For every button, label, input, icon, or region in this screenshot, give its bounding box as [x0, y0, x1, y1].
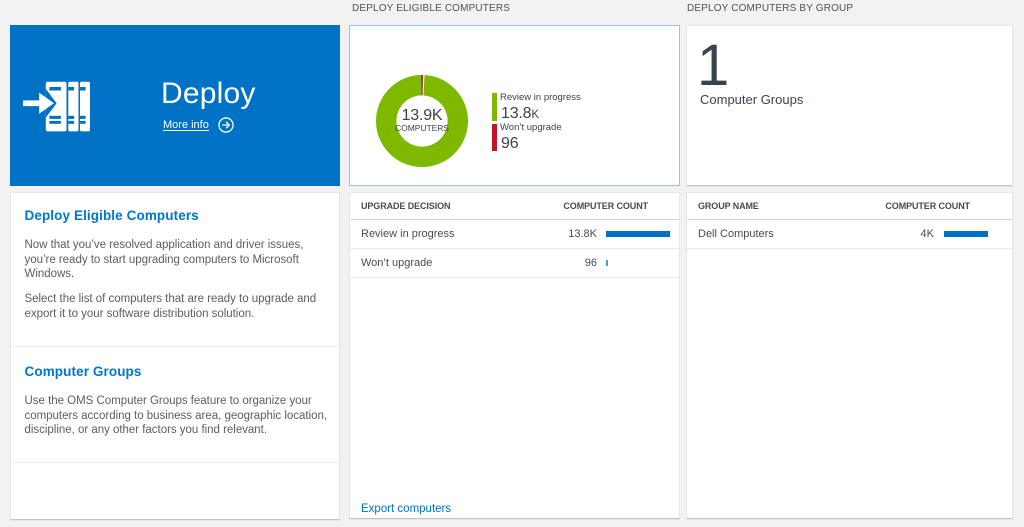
- table-row[interactable]: Review in progress 13.8K: [350, 220, 679, 249]
- table-header-row: UPGRADE DECISION COMPUTER COUNT: [350, 193, 679, 220]
- row-label: Won’t upgrade: [361, 257, 433, 269]
- section-divider: [11, 462, 339, 463]
- arrow-right-circle-icon[interactable]: [218, 116, 234, 133]
- computer-groups-label: Computer Groups: [700, 92, 804, 107]
- section-heading-deploy-eligible-computers: Deploy Eligible Computers: [24, 208, 199, 223]
- section-paragraph: Use the OMS Computer Groups feature to o…: [24, 395, 328, 437]
- right-column-title: DEPLOY COMPUTERS BY GROUP: [687, 3, 854, 14]
- donut-legend: Review in progress 13.8K Won’t upgrade 9…: [492, 92, 581, 154]
- count-bar: [606, 231, 670, 237]
- legend-item-review-in-progress: Review in progress 13.8K: [492, 91, 581, 122]
- computer-groups-count: 1: [697, 33, 730, 98]
- section-paragraph: Select the list of computers that are re…: [24, 293, 317, 320]
- row-value: 96: [584, 257, 597, 269]
- tile-title: Deploy: [161, 77, 256, 110]
- export-computers-link[interactable]: Export computers: [361, 503, 452, 515]
- middle-column-title: DEPLOY ELIGIBLE COMPUTERS: [352, 3, 511, 14]
- donut-center-text: 13.9K COMPUTERS: [372, 71, 472, 171]
- more-info-link[interactable]: More info: [163, 116, 234, 133]
- legend-swatch-red: [492, 123, 497, 152]
- deploy-tile[interactable]: Deploy More info: [10, 25, 340, 186]
- table-header-row: GROUP NAME COMPUTER COUNT: [687, 193, 1012, 220]
- legend-swatch-green: [492, 93, 497, 121]
- legend-item-wont-upgrade: Won’t upgrade 96: [492, 122, 581, 153]
- more-info-label[interactable]: More info: [163, 118, 209, 131]
- donut-total-value: 13.9K: [401, 107, 443, 125]
- column-header-upgrade-decision[interactable]: UPGRADE DECISION: [361, 201, 451, 211]
- column-header-computer-count[interactable]: COMPUTER COUNT: [885, 201, 970, 211]
- deploy-arrow-binders-icon: [23, 81, 90, 132]
- section-divider: [11, 345, 339, 347]
- legend-value: 13.8K: [501, 104, 539, 122]
- count-bar: [606, 260, 608, 266]
- section-heading-computer-groups: Computer Groups: [24, 364, 142, 379]
- count-bar: [944, 231, 988, 237]
- deploy-description-panel: Deploy Eligible Computers Now that you’v…: [10, 192, 340, 520]
- legend-value: 96: [501, 135, 519, 153]
- legend-label: Won’t upgrade: [500, 122, 562, 134]
- section-paragraph: Now that you’ve resolved application and…: [24, 239, 304, 281]
- row-label: Review in progress: [361, 228, 455, 240]
- legend-label: Review in progress: [500, 91, 581, 103]
- column-header-computer-count[interactable]: COMPUTER COUNT: [563, 201, 648, 211]
- computer-groups-card[interactable]: 1 Computer Groups: [686, 25, 1013, 186]
- row-value: 13.8K: [568, 228, 597, 240]
- table-row[interactable]: Won’t upgrade 96: [350, 249, 679, 278]
- table-row[interactable]: Dell Computers 4K: [687, 220, 1012, 249]
- donut-total-label: COMPUTERS: [395, 123, 449, 134]
- computer-groups-table: GROUP NAME COMPUTER COUNT Dell Computers…: [686, 192, 1013, 519]
- column-header-group-name[interactable]: GROUP NAME: [698, 201, 759, 211]
- row-label: Dell Computers: [698, 228, 774, 240]
- deploy-eligible-computers-card[interactable]: 13.9K COMPUTERS Review in progress 13.8K…: [349, 25, 680, 186]
- row-value: 4K: [920, 228, 934, 240]
- donut-chart: [376, 75, 469, 168]
- upgrade-decision-table: UPGRADE DECISION COMPUTER COUNT Review i…: [349, 192, 680, 519]
